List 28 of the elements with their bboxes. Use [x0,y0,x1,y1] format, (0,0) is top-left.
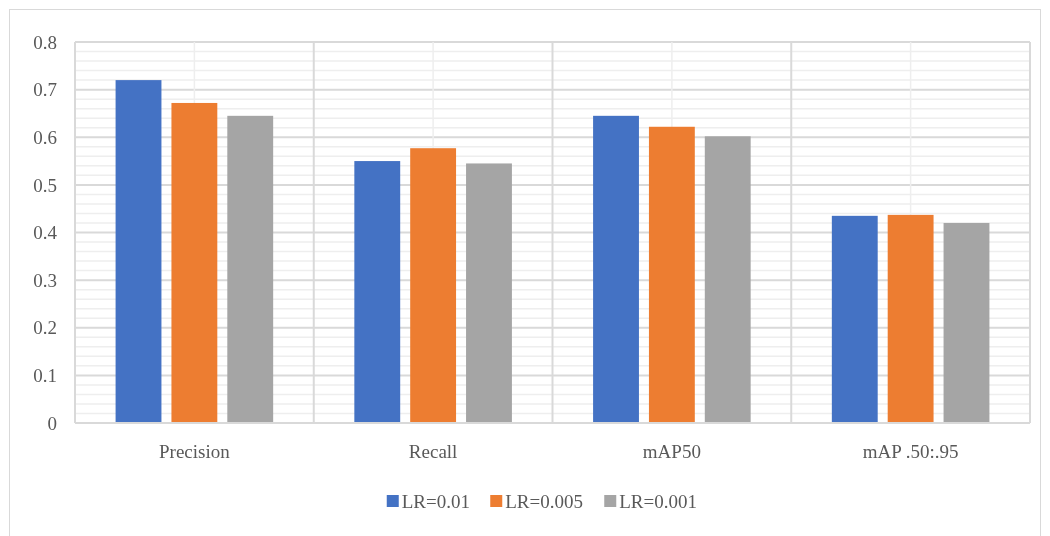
y-tick-label: 0 [47,412,57,434]
bar [887,214,934,423]
y-tick-label: 0.3 [33,269,57,291]
bar [466,163,512,423]
bar [704,136,751,423]
x-tick-label: Precision [159,441,231,462]
x-tick-label: mAP50 [642,441,701,462]
y-tick-label: 0.2 [33,317,57,339]
y-tick-label: 0.4 [33,222,58,244]
y-tick-label: 0.5 [33,174,57,196]
legend-label: LR=0.001 [619,490,697,512]
y-tick-label: 0.8 [33,31,57,53]
y-tick-label: 0.1 [33,365,57,387]
bar [354,161,401,423]
bar [943,222,990,423]
bar [227,115,274,423]
bar [115,80,162,423]
bar [171,102,218,423]
legend-label: LR=0.005 [505,490,583,512]
bar [831,215,878,423]
y-tick-label: 0.7 [33,79,57,101]
legend-label: LR=0.01 [401,490,470,512]
y-tick-label: 0.6 [33,126,57,148]
bar [410,148,457,423]
x-tick-label: mAP .50:.95 [862,441,959,462]
x-tick-label: Recall [408,441,458,462]
bar [648,126,695,423]
bar [593,115,639,423]
